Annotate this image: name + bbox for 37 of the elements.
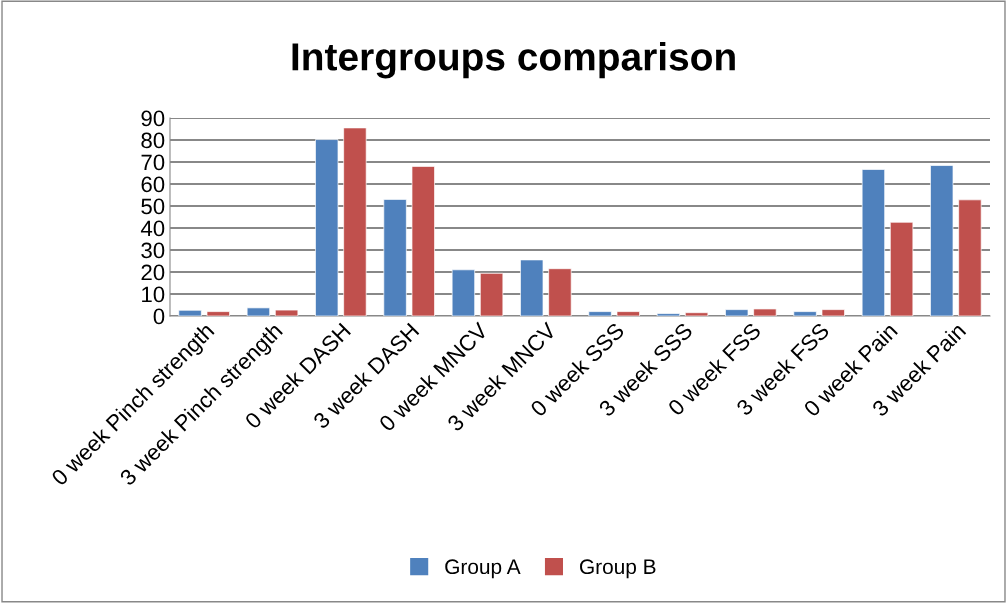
y-tick-label: 90	[141, 110, 165, 127]
bar	[684, 312, 709, 316]
chart-title: Intergroups comparison	[292, 42, 735, 79]
y-tick-label: 70	[141, 154, 165, 171]
bar	[479, 272, 504, 316]
bar	[206, 311, 230, 316]
y-tick-label: 20	[141, 264, 165, 281]
y-tick-label: 10	[142, 286, 165, 303]
y-tick-label: 60	[141, 176, 165, 193]
bar	[861, 169, 886, 316]
bar	[178, 309, 202, 316]
bar	[958, 199, 982, 316]
y-tick-label: 50	[141, 198, 165, 215]
bar	[725, 309, 749, 316]
bar	[548, 268, 572, 316]
y-tick-label: 40	[140, 220, 165, 237]
bar	[274, 309, 299, 316]
bar	[246, 307, 271, 316]
bar	[315, 139, 339, 316]
bar	[451, 269, 476, 316]
bar	[616, 311, 640, 316]
legend-label: Group B	[580, 559, 656, 579]
legend-label: Group A	[445, 559, 521, 579]
bar	[343, 127, 367, 316]
bar	[889, 221, 914, 316]
bar	[411, 166, 435, 316]
bar	[588, 311, 612, 316]
bar	[520, 259, 544, 316]
bar	[383, 199, 407, 316]
y-tick-label: 0	[153, 308, 165, 325]
bar	[821, 309, 845, 316]
y-tick-label: 80	[141, 132, 165, 149]
bar	[793, 311, 817, 316]
bar	[930, 165, 954, 316]
bar	[656, 313, 681, 316]
y-tick-label: 30	[141, 242, 165, 259]
bar	[753, 308, 777, 316]
